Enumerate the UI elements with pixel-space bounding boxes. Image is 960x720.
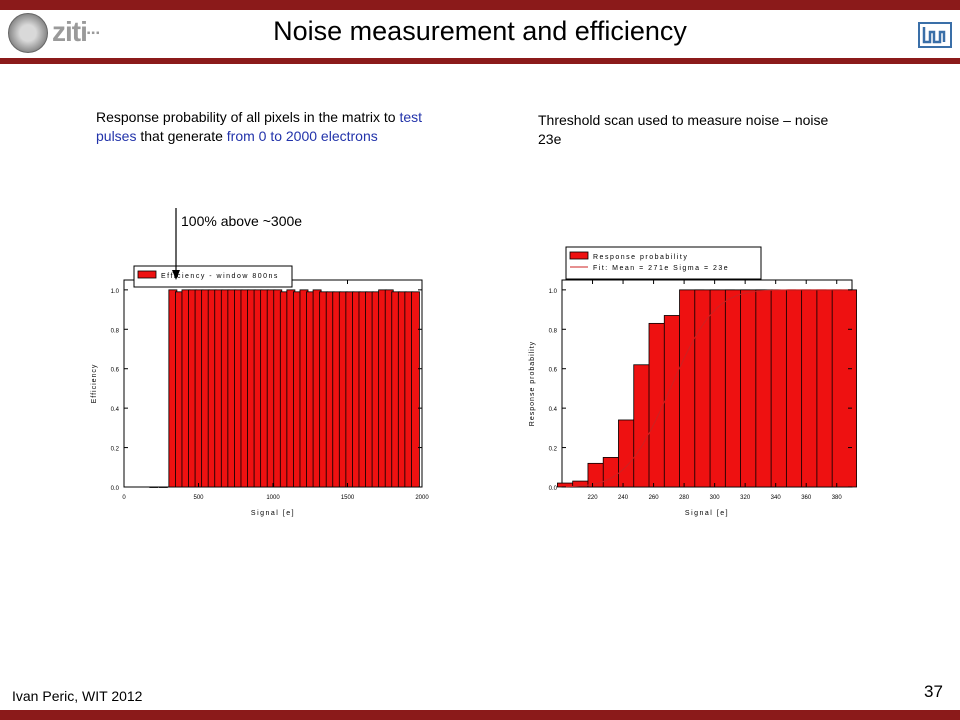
x-tick-label-3: 280	[679, 495, 690, 501]
left-caption-test-pulses: test pulses	[96, 109, 423, 144]
bar-1	[158, 486, 168, 488]
x-tick-label-1: 240	[618, 495, 629, 501]
left-caption-part1: Response probability of all pixels in th…	[96, 109, 400, 125]
x-tick-label-4: 300	[710, 495, 721, 501]
x-axis-label: Signal [e]	[251, 510, 295, 517]
ziti-logo: ziti▪▪▪	[52, 16, 101, 48]
ziti-logo-dots: ▪▪▪	[86, 28, 101, 40]
footer-author: Ivan Peric, WIT 2012	[12, 688, 143, 704]
y-tick-label-2: 0.4	[549, 407, 558, 413]
fit-curve	[561, 289, 852, 488]
legend-label-0: Response probability	[593, 254, 688, 261]
page-number: 37	[924, 682, 943, 701]
x-tick-label-2: 260	[649, 495, 660, 501]
bottom-accent-bar	[0, 710, 960, 720]
x-tick-label-3: 1500	[341, 495, 355, 501]
legend-box	[565, 246, 762, 280]
institute-logo-icon	[918, 22, 952, 48]
header-accent-bar	[0, 58, 960, 64]
response-probability-chart: 0.0 0.2 0.4 0.6 0.8 1.0 220 240 260 280 300 320 340 3…	[529, 246, 857, 517]
y-axis-label: Response probability	[529, 341, 536, 426]
x-tick-label-0: 220	[588, 495, 599, 501]
left-caption: Response probability of all pixels in th…	[96, 108, 426, 146]
y-tick-label-4: 0.8	[549, 328, 558, 334]
x-tick-label-0: 0	[122, 495, 126, 501]
x-tick-label-5: 320	[740, 495, 751, 501]
bar-18	[831, 289, 857, 488]
annotation-arrow-head	[172, 270, 180, 280]
y-tick-label-0: 0.0	[111, 486, 120, 492]
y-axis-label: Efficiency	[91, 364, 98, 404]
x-tick-label-8: 380	[832, 495, 843, 501]
y-tick-label-4: 0.8	[111, 328, 120, 334]
x-tick-label-7: 360	[801, 495, 812, 501]
efficiency-chart: 0.0 0.2 0.4 0.6 0.8 1.0 0 500 1000 1500 2000 Signal…	[91, 208, 429, 517]
legend-label-1: Fit: Mean = 271e Sigma = 23e	[593, 265, 729, 272]
y-tick-label-3: 0.6	[549, 368, 558, 374]
legend-swatch-0	[137, 270, 157, 279]
y-tick-label-0: 0.0	[549, 486, 558, 492]
y-tick-label-5: 1.0	[549, 289, 558, 295]
y-tick-label-5: 1.0	[111, 289, 120, 295]
y-tick-label-1: 0.2	[549, 447, 558, 453]
annotation-label: 100% above ~300e	[181, 213, 303, 229]
x-axis-label: Signal [e]	[685, 510, 729, 517]
top-accent-bar	[0, 0, 960, 10]
university-seal-logo	[8, 13, 48, 53]
legend-swatch-0	[569, 251, 589, 260]
legend-label-0: Efficiency - window 800ns	[161, 273, 279, 280]
bar-39	[411, 291, 420, 488]
slide-title: Noise measurement and efficiency	[273, 16, 687, 46]
y-tick-label-1: 0.2	[111, 447, 120, 453]
left-caption-part3: that generate	[136, 128, 227, 144]
left-caption-range: from 0 to 2000 electrons	[226, 128, 378, 144]
y-tick-label-3: 0.6	[111, 368, 120, 374]
x-tick-label-4: 2000	[415, 495, 429, 501]
ziti-logo-text: ziti	[52, 16, 88, 47]
right-caption: Threshold scan used to measure noise – n…	[538, 112, 829, 147]
bar-0	[149, 486, 159, 488]
x-tick-label-1: 500	[193, 495, 204, 501]
x-tick-label-6: 340	[771, 495, 782, 501]
x-tick-label-2: 1000	[266, 495, 280, 501]
y-tick-label-2: 0.4	[111, 407, 120, 413]
